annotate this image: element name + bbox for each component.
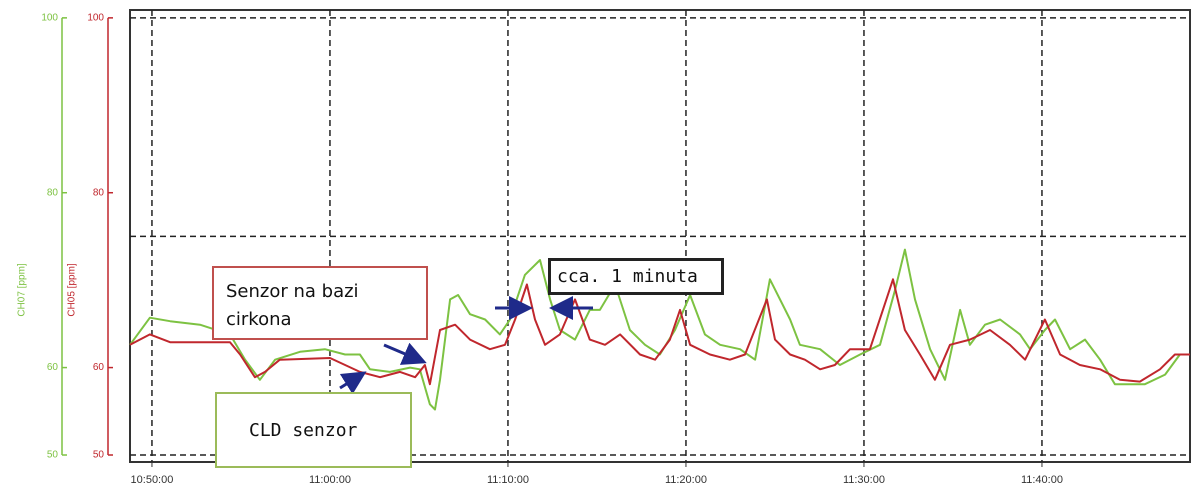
x-tick-label: 11:40:00 [1021, 474, 1063, 486]
y-tick-label: 60 [47, 362, 59, 373]
x-tick-label: 11:00:00 [309, 474, 351, 486]
annotation: CLD senzor [215, 392, 412, 468]
annotation: Senzor na bazi cirkona [212, 266, 428, 340]
y-axis-title: CH07 [ppm] [17, 263, 28, 317]
y-tick-label: 80 [93, 187, 105, 198]
y-tick-label: 60 [93, 362, 105, 373]
annotation-text: Senzor na bazi cirkona [226, 281, 359, 330]
annotation: cca. 1 minuta [548, 258, 724, 295]
arrows [339, 296, 593, 395]
annotation-text: CLD senzor [249, 420, 358, 441]
x-tick-label: 11:20:00 [665, 474, 707, 486]
y-tick-label: 100 [41, 13, 58, 24]
y-tick-label: 80 [47, 187, 59, 198]
x-tick-label: 11:30:00 [843, 474, 885, 486]
y2-axis-title: CH05 [ppm] [67, 263, 78, 317]
x-tick-label: 10:50:00 [131, 474, 174, 486]
y-tick-label: 100 [87, 13, 104, 24]
series-line [129, 278, 1190, 386]
grid: 10:50:00 11:00:00 11:10:00 11:20:00 11:30:00… [41, 10, 1190, 486]
annotation-text: cca. 1 minuta [557, 266, 698, 287]
arrow [339, 371, 367, 395]
arrow [383, 342, 427, 365]
lines [129, 248, 1190, 411]
x-tick-label: 11:10:00 [487, 474, 529, 486]
y-tick-label: 50 [93, 450, 105, 461]
y-tick-label: 50 [47, 450, 59, 461]
